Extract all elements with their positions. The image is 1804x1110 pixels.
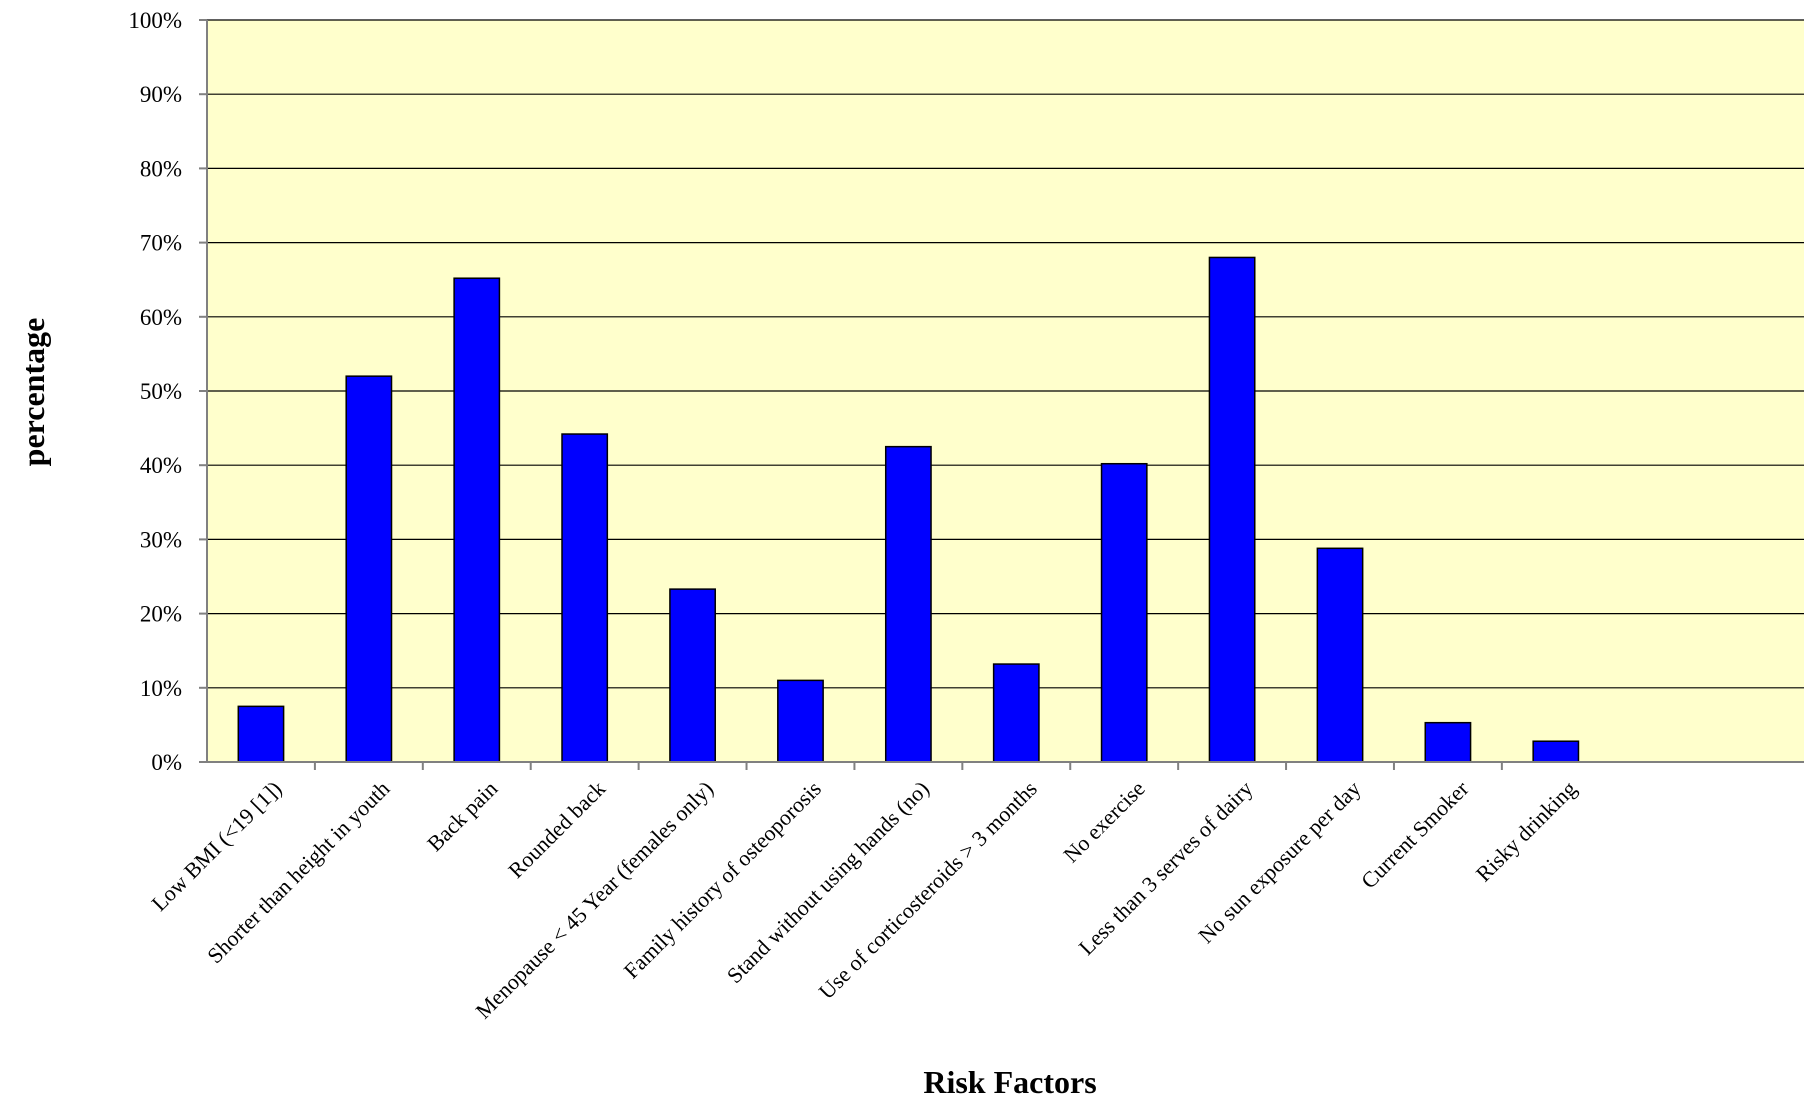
- x-category-label: Less than 3 serves of dairy: [1074, 776, 1258, 960]
- x-axis-title: Risk Factors: [923, 1064, 1096, 1100]
- x-category-label: Back pain: [422, 776, 502, 856]
- bar: [777, 679, 824, 763]
- y-tick-label: 10%: [140, 676, 182, 701]
- bar: [1316, 547, 1364, 763]
- bar: [1532, 740, 1580, 763]
- bar: [884, 445, 932, 763]
- x-category-label: No exercise: [1058, 776, 1150, 868]
- bar: [1100, 462, 1148, 763]
- y-axis-title: percentage: [15, 318, 51, 467]
- x-category-label: Use of corticosteroids > 3 months: [814, 776, 1042, 1004]
- y-tick-label: 60%: [140, 305, 182, 330]
- bar: [561, 433, 609, 763]
- y-tick-labels: 0% 10% 20% 30% 40% 50% 60% 70% 80% 90% 100%: [128, 8, 182, 775]
- y-tick-label: 40%: [140, 453, 182, 478]
- y-tick-label: 0%: [151, 750, 182, 775]
- bar: [345, 375, 393, 763]
- bar: [1208, 256, 1256, 763]
- x-category-label: Rounded back: [503, 776, 610, 883]
- bar: [237, 705, 285, 763]
- x-category-label: Risky drinking: [1471, 776, 1582, 887]
- y-tick-label: 80%: [140, 156, 182, 181]
- axes: [199, 19, 1804, 770]
- y-tick-label: 100%: [128, 8, 182, 33]
- x-category-label: Shorter than height in youth: [202, 776, 394, 968]
- y-tick-label: 50%: [140, 379, 182, 404]
- y-tick-label: 70%: [140, 231, 182, 256]
- y-tick-label: 20%: [140, 602, 182, 627]
- x-category-label: Menopause < 45 Year (females only): [470, 776, 718, 1024]
- bar: [1424, 721, 1472, 763]
- x-category-label: Current Smoker: [1356, 775, 1474, 893]
- x-category-label: Family history of osteoporosis: [619, 776, 826, 983]
- bar: [992, 663, 1040, 763]
- bar: [669, 588, 716, 763]
- y-tick-label: 30%: [140, 527, 182, 552]
- y-tick-label: 90%: [140, 82, 182, 107]
- x-tick-labels: Low BMI (<19 [1])Shorter than height in …: [146, 775, 1581, 1023]
- bar: [453, 277, 501, 763]
- x-category-label: Stand without using hands (no): [722, 776, 934, 988]
- bars: [237, 256, 1580, 763]
